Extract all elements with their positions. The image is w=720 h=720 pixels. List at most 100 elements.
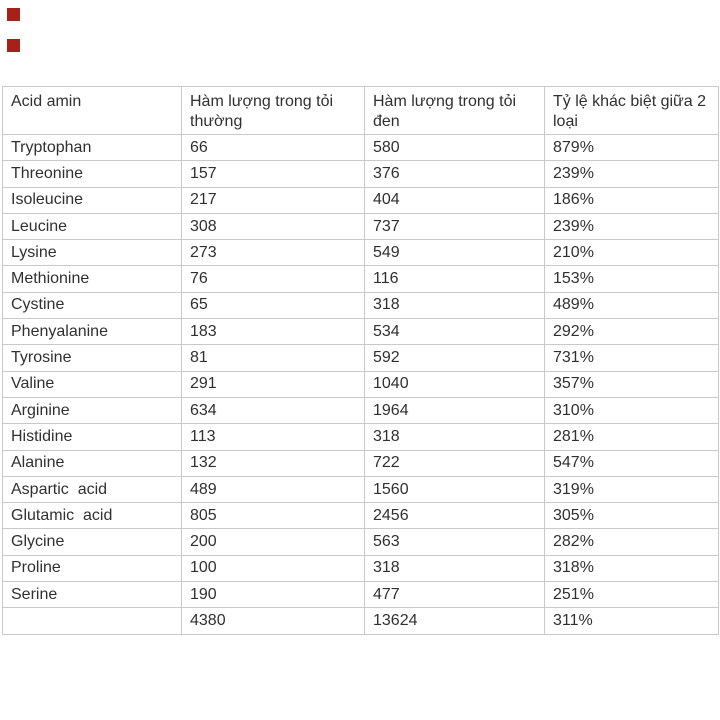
table-cell: 1040	[364, 370, 545, 398]
table-row: Leucine 308 737 239%	[2, 212, 719, 241]
table-cell: 357%	[544, 370, 719, 398]
table-cell: 13624	[364, 607, 545, 635]
table-cell: Threonine	[2, 160, 182, 188]
table-cell: 318	[364, 423, 545, 451]
table-cell: 183	[181, 318, 365, 346]
table-cell: Alanine	[2, 449, 182, 477]
table-cell	[2, 607, 182, 635]
table-row: Glutamic acid 805 2456 305%	[2, 502, 719, 530]
table-cell: Glutamic acid	[2, 502, 182, 530]
table-cell: Tryptophan	[2, 133, 182, 162]
table-cell: 116	[364, 265, 545, 293]
table-cell: Histidine	[2, 423, 182, 451]
table-cell: 1560	[364, 475, 545, 504]
table-row: Arginine 634 1964 310%	[2, 396, 719, 425]
table-head: Acid amin Hàm lượng trong tỏi thường Hàm…	[2, 86, 719, 135]
table-cell: Tyrosine	[2, 344, 182, 372]
table-cell: Methionine	[2, 265, 182, 293]
table-cell: 805	[181, 502, 365, 530]
table-cell: Proline	[2, 554, 182, 583]
table-row: Valine 291 1040 357%	[2, 370, 719, 398]
table-cell: 100	[181, 554, 365, 583]
table-row: Lysine 273 549 210%	[2, 239, 719, 267]
table-cell: 404	[364, 186, 545, 214]
table-cell: 318	[364, 554, 545, 583]
table-cell: 634	[181, 396, 365, 425]
table-cell: 563	[364, 528, 545, 556]
table-cell: 273	[181, 239, 365, 267]
amino-acid-table: Acid amin Hàm lượng trong tỏi thường Hàm…	[2, 86, 719, 635]
table-cell: Serine	[2, 581, 182, 609]
table-cell: 311%	[544, 607, 719, 635]
table-row: Serine 190 477 251%	[2, 581, 719, 609]
table-cell: 879%	[544, 133, 719, 162]
table-cell: 190	[181, 581, 365, 609]
table-cell: 318%	[544, 554, 719, 583]
table-cell: 157	[181, 160, 365, 188]
table-cell: 319%	[544, 475, 719, 504]
table-row: Aspartic acid 489 1560 319%	[2, 475, 719, 504]
table-cell: 2456	[364, 502, 545, 530]
table-cell: 210%	[544, 239, 719, 267]
table-row: Tyrosine 81 592 731%	[2, 344, 719, 372]
table-cell: Phenyalanine	[2, 318, 182, 346]
table-cell: 547%	[544, 449, 719, 477]
table-body: Tryptophan 66 580 879% Threonine 157 376 239% Is…	[2, 133, 719, 635]
table-cell: 534	[364, 318, 545, 346]
table-row: Histidine 113 318 281%	[2, 423, 719, 451]
table-row: 4380 13624 311%	[2, 607, 719, 635]
table-cell: 292%	[544, 318, 719, 346]
table-cell: Leucine	[2, 212, 182, 241]
table-cell: 200	[181, 528, 365, 556]
table-row: Threonine 157 376 239%	[2, 160, 719, 188]
table-row: Isoleucine 217 404 186%	[2, 186, 719, 214]
table-cell: 153%	[544, 265, 719, 293]
table-cell: 308	[181, 212, 365, 241]
table-cell: 1964	[364, 396, 545, 425]
table-cell: 477	[364, 581, 545, 609]
table-row: Alanine 132 722 547%	[2, 449, 719, 477]
table-cell: 580	[364, 133, 545, 162]
table-row: Glycine 200 563 282%	[2, 528, 719, 556]
table-cell: 549	[364, 239, 545, 267]
table-cell: 66	[181, 133, 365, 162]
table-cell: 132	[181, 449, 365, 477]
table-cell: Glycine	[2, 528, 182, 556]
table-cell: 186%	[544, 186, 719, 214]
table-cell: 489%	[544, 291, 719, 320]
table-cell: Cystine	[2, 291, 182, 320]
table-cell: Isoleucine	[2, 186, 182, 214]
col-header-regular-garlic-content: Hàm lượng trong tỏi thường	[181, 86, 365, 135]
col-header-black-garlic-content: Hàm lượng trong tỏi đen	[364, 86, 545, 135]
table-cell: 731%	[544, 344, 719, 372]
red-square-marker	[7, 39, 20, 52]
table-cell: 217	[181, 186, 365, 214]
col-header-acid-amin: Acid amin	[2, 86, 182, 135]
table-row: Proline 100 318 318%	[2, 554, 719, 583]
table-cell: 376	[364, 160, 545, 188]
table-cell: 239%	[544, 160, 719, 188]
table-cell: 291	[181, 370, 365, 398]
table-cell: 4380	[181, 607, 365, 635]
red-square-marker	[7, 8, 20, 21]
table-cell: 81	[181, 344, 365, 372]
table-cell: 282%	[544, 528, 719, 556]
col-header-difference-ratio: Tỷ lệ khác biệt giữa 2 loại	[544, 86, 719, 135]
table-row: Phenyalanine 183 534 292%	[2, 318, 719, 346]
table-cell: 239%	[544, 212, 719, 241]
table-cell: 113	[181, 423, 365, 451]
table-cell: 76	[181, 265, 365, 293]
table-row: Tryptophan 66 580 879%	[2, 133, 719, 162]
table-cell: 318	[364, 291, 545, 320]
table-cell: 251%	[544, 581, 719, 609]
table-cell: Arginine	[2, 396, 182, 425]
table-cell: 737	[364, 212, 545, 241]
header-row: Acid amin Hàm lượng trong tỏi thường Hàm…	[2, 86, 719, 135]
table-cell: Aspartic acid	[2, 475, 182, 504]
table-cell: 722	[364, 449, 545, 477]
table-cell: 65	[181, 291, 365, 320]
table-cell: 489	[181, 475, 365, 504]
table-cell: Valine	[2, 370, 182, 398]
table-row: Methionine 76 116 153%	[2, 265, 719, 293]
